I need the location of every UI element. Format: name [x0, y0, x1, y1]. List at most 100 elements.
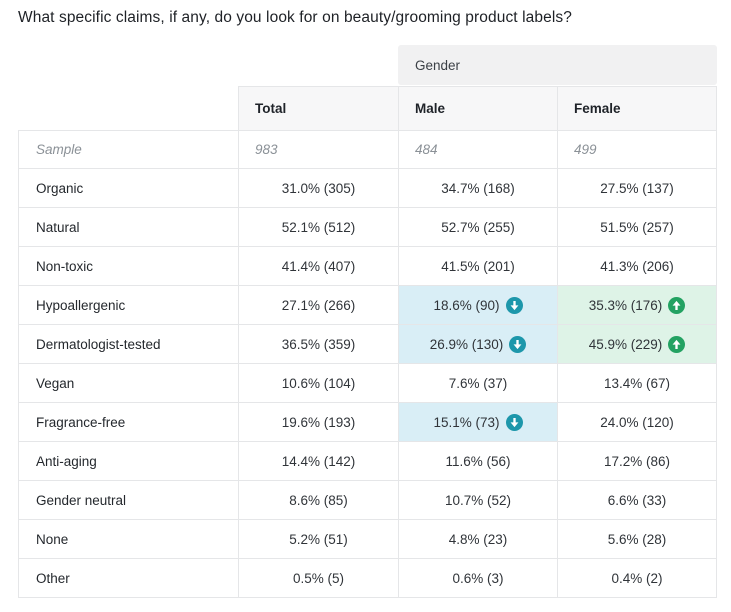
value-text: 52.7% (255) — [441, 219, 515, 235]
value-cell: 13.4% (67) — [557, 364, 717, 402]
row-label: Hypoallergenic — [18, 286, 238, 324]
table-row: Dermatologist-tested 36.5% (359) 26.9% (… — [18, 325, 717, 364]
value-text: 34.7% (168) — [441, 180, 515, 196]
column-header-male: Male — [398, 86, 557, 130]
value-cell: 6.6% (33) — [557, 481, 717, 519]
value-text: 17.2% (86) — [603, 453, 671, 469]
arrow-down-circle-icon — [509, 335, 527, 353]
value-text: 51.5% (257) — [600, 219, 674, 235]
value-cell: 8.6% (85) — [238, 481, 398, 519]
value-cell: 14.4% (142) — [238, 442, 398, 480]
row-label: Gender neutral — [18, 481, 238, 519]
table-row: Hypoallergenic 27.1% (266) 18.6% (90) 35… — [18, 286, 717, 325]
column-header-total: Total — [238, 86, 398, 130]
value-text: 10.7% (52) — [444, 492, 512, 508]
table-body: Sample 983 484 499 Organic 31.0% (305) 3… — [18, 130, 717, 598]
value-text: 10.6% (104) — [281, 375, 356, 391]
sample-size-female: 499 — [557, 131, 717, 168]
value-cell: 0.5% (5) — [238, 559, 398, 597]
sample-row-label: Sample — [18, 131, 238, 168]
value-cell: 0.6% (3) — [398, 559, 557, 597]
value-text: 0.5% (5) — [292, 570, 345, 586]
value-text: 52.1% (512) — [281, 219, 356, 235]
value-text: 15.1% (73) — [433, 414, 500, 430]
row-label: Fragrance-free — [18, 403, 238, 441]
value-cell: 24.0% (120) — [557, 403, 717, 441]
value-cell: 31.0% (305) — [238, 169, 398, 207]
column-group-band: Gender — [18, 45, 717, 85]
value-text: 8.6% (85) — [289, 492, 348, 508]
value-cell: 5.2% (51) — [238, 520, 398, 558]
sample-size-male: 484 — [398, 131, 557, 168]
value-cell: 27.1% (266) — [238, 286, 398, 324]
value-cell-lower: 18.6% (90) — [398, 286, 557, 324]
value-cell: 10.6% (104) — [238, 364, 398, 402]
row-label: Natural — [18, 208, 238, 246]
value-cell-higher: 45.9% (229) — [557, 325, 717, 363]
value-cell-lower: 15.1% (73) — [398, 403, 557, 441]
value-cell: 41.4% (407) — [238, 247, 398, 285]
table-row: Other 0.5% (5) 0.6% (3) 0.4% (2) — [18, 559, 717, 598]
value-text: 7.6% (37) — [448, 375, 508, 391]
header-spacer — [18, 86, 238, 130]
value-cell: 19.6% (193) — [238, 403, 398, 441]
value-cell: 41.5% (201) — [398, 247, 557, 285]
arrow-up-circle-icon — [668, 296, 686, 314]
value-text: 14.4% (142) — [281, 453, 356, 469]
value-text: 27.5% (137) — [600, 180, 674, 196]
value-text: 6.6% (33) — [607, 492, 667, 508]
value-text: 0.6% (3) — [452, 570, 504, 586]
value-text: 24.0% (120) — [600, 414, 674, 430]
table-row: Fragrance-free 19.6% (193) 15.1% (73) 24… — [18, 403, 717, 442]
value-cell: 41.3% (206) — [557, 247, 717, 285]
value-cell: 4.8% (23) — [398, 520, 557, 558]
column-group-header-gender: Gender — [398, 45, 717, 85]
row-label: Organic — [18, 169, 238, 207]
table-header-row: Total Male Female — [18, 86, 717, 130]
value-cell: 11.6% (56) — [398, 442, 557, 480]
value-text: 45.9% (229) — [588, 336, 663, 352]
value-cell: 52.1% (512) — [238, 208, 398, 246]
value-text: 5.2% (51) — [289, 531, 348, 547]
value-text: 13.4% (67) — [603, 375, 671, 391]
value-text: 18.6% (90) — [433, 297, 500, 313]
value-cell: 52.7% (255) — [398, 208, 557, 246]
page-title: What specific claims, if any, do you loo… — [18, 9, 572, 26]
value-text: 35.3% (176) — [588, 297, 663, 313]
value-cell: 51.5% (257) — [557, 208, 717, 246]
value-cell: 0.4% (2) — [557, 559, 717, 597]
value-text: 31.0% (305) — [281, 180, 356, 196]
value-text: 5.6% (28) — [607, 531, 667, 547]
value-text: 0.4% (2) — [611, 570, 663, 586]
value-cell: 27.5% (137) — [557, 169, 717, 207]
arrow-down-circle-icon — [505, 413, 523, 431]
column-header-female: Female — [557, 86, 717, 130]
table-row: Natural 52.1% (512) 52.7% (255) 51.5% (2… — [18, 208, 717, 247]
column-group-label: Gender — [415, 57, 461, 73]
sample-row: Sample 983 484 499 — [18, 131, 717, 169]
table-row: None 5.2% (51) 4.8% (23) 5.6% (28) — [18, 520, 717, 559]
row-label: Other — [18, 559, 238, 597]
value-cell: 5.6% (28) — [557, 520, 717, 558]
value-text: 41.5% (201) — [441, 258, 515, 274]
table-row: Vegan 10.6% (104) 7.6% (37) 13.4% (67) — [18, 364, 717, 403]
table-row: Non-toxic 41.4% (407) 41.5% (201) 41.3% … — [18, 247, 717, 286]
value-cell-higher: 35.3% (176) — [557, 286, 717, 324]
table-row: Anti-aging 14.4% (142) 11.6% (56) 17.2% … — [18, 442, 717, 481]
arrow-down-circle-icon — [505, 296, 523, 314]
row-label: Anti-aging — [18, 442, 238, 480]
value-text: 11.6% (56) — [445, 453, 511, 469]
value-cell: 36.5% (359) — [238, 325, 398, 363]
value-text: 19.6% (193) — [281, 414, 356, 430]
row-label: Non-toxic — [18, 247, 238, 285]
value-cell: 34.7% (168) — [398, 169, 557, 207]
value-cell: 10.7% (52) — [398, 481, 557, 519]
sample-size-total: 983 — [238, 131, 398, 168]
value-text: 26.9% (130) — [429, 336, 504, 352]
row-label: Vegan — [18, 364, 238, 402]
row-label: None — [18, 520, 238, 558]
table-row: Gender neutral 8.6% (85) 10.7% (52) 6.6%… — [18, 481, 717, 520]
value-text: 27.1% (266) — [281, 297, 356, 313]
value-cell-lower: 26.9% (130) — [398, 325, 557, 363]
